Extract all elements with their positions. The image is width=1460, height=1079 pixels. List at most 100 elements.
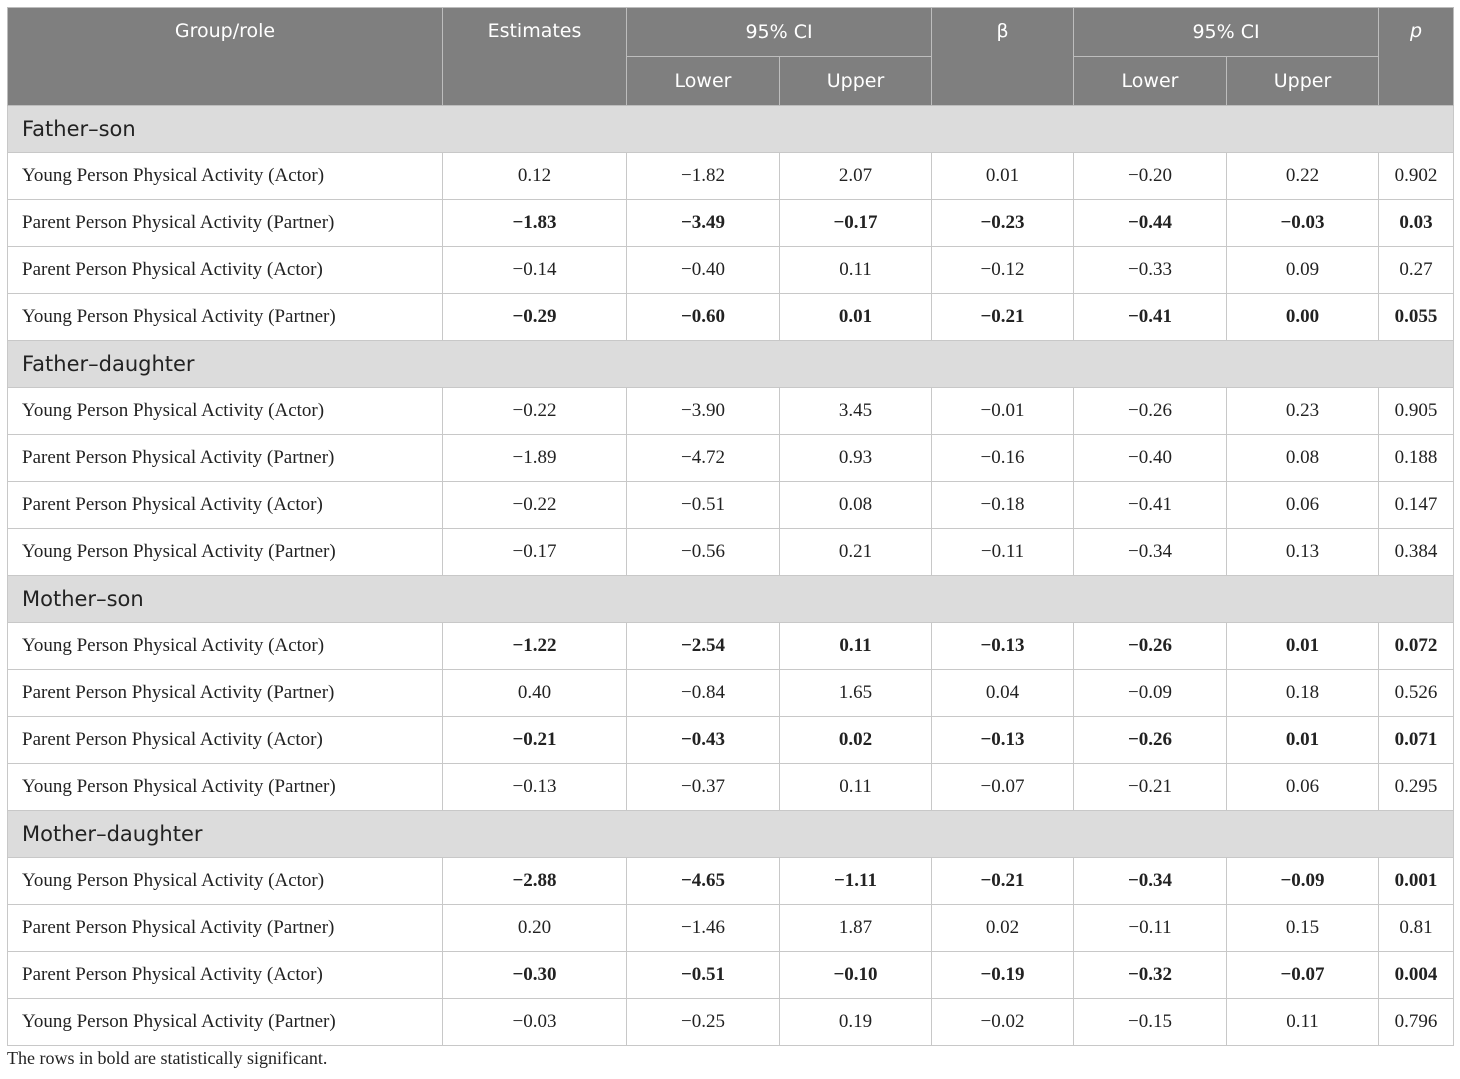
row-label: Parent Person Physical Activity (Actor) xyxy=(7,481,443,529)
row-value: −0.56 xyxy=(626,528,780,576)
row-value: −0.23 xyxy=(931,199,1075,247)
row-value: −0.13 xyxy=(931,622,1075,670)
row-value: 0.902 xyxy=(1378,152,1455,200)
row-value: 0.19 xyxy=(778,998,933,1046)
header-p: p xyxy=(1378,7,1455,106)
row-label: Young Person Physical Activity (Partner) xyxy=(7,998,443,1046)
row-value: 0.071 xyxy=(1378,716,1455,764)
row-value: 0.01 xyxy=(931,152,1075,200)
row-value: 0.11 xyxy=(778,622,933,670)
row-value: 0.06 xyxy=(1226,763,1380,811)
row-value: −0.14 xyxy=(442,246,627,294)
row-value: −0.17 xyxy=(778,199,933,247)
row-value: −0.21 xyxy=(1073,763,1228,811)
row-label: Parent Person Physical Activity (Actor) xyxy=(7,246,443,294)
row-value: 0.15 xyxy=(1226,904,1380,952)
row-value: −0.22 xyxy=(442,481,627,529)
row-value: 0.11 xyxy=(1226,998,1380,1046)
row-value: −0.09 xyxy=(1226,857,1380,905)
row-value: 0.295 xyxy=(1378,763,1455,811)
row-value: −0.13 xyxy=(442,763,627,811)
table-row: Young Person Physical Activity (Actor) −2… xyxy=(7,857,1455,905)
row-value: −0.19 xyxy=(931,951,1075,999)
row-label: Parent Person Physical Activity (Actor) xyxy=(7,951,443,999)
table-row: Young Person Physical Activity (Partner)… xyxy=(7,998,1455,1046)
table-row: Parent Person Physical Activity (Actor) −… xyxy=(7,481,1455,529)
table-row: Parent Person Physical Activity (Partner… xyxy=(7,904,1455,952)
group-label: Father–son xyxy=(6,105,1455,153)
header-lower-estimates: Lower xyxy=(626,56,780,106)
row-value: 0.12 xyxy=(442,152,627,200)
row-value: −0.22 xyxy=(442,387,627,435)
table-row: Young Person Physical Activity (Partner)… xyxy=(7,763,1455,811)
row-value: −1.82 xyxy=(626,152,780,200)
row-value: −0.34 xyxy=(1073,857,1228,905)
row-value: −0.84 xyxy=(626,669,780,717)
row-label: Young Person Physical Activity (Partner) xyxy=(7,528,443,576)
row-value: 0.40 xyxy=(442,669,627,717)
row-value: 0.03 xyxy=(1378,199,1455,247)
row-label: Parent Person Physical Activity (Actor) xyxy=(7,716,443,764)
row-value: 0.004 xyxy=(1378,951,1455,999)
row-value: −2.54 xyxy=(626,622,780,670)
row-value: −0.15 xyxy=(1073,998,1228,1046)
row-value: −0.09 xyxy=(1073,669,1228,717)
row-value: 0.09 xyxy=(1226,246,1380,294)
row-value: 0.18 xyxy=(1226,669,1380,717)
row-value: −0.16 xyxy=(931,434,1075,482)
row-value: −0.20 xyxy=(1073,152,1228,200)
row-value: 0.13 xyxy=(1226,528,1380,576)
row-value: 0.526 xyxy=(1378,669,1455,717)
row-value: −2.88 xyxy=(442,857,627,905)
row-value: −4.65 xyxy=(626,857,780,905)
row-value: −0.21 xyxy=(931,293,1075,341)
row-value: 0.02 xyxy=(931,904,1075,952)
row-value: 0.01 xyxy=(1226,622,1380,670)
row-value: −0.41 xyxy=(1073,293,1228,341)
table-row: Parent Person Physical Activity (Partner… xyxy=(7,199,1455,247)
row-value: −0.18 xyxy=(931,481,1075,529)
row-label: Parent Person Physical Activity (Partner… xyxy=(7,199,443,247)
header-ci-estimates: 95% CI xyxy=(625,7,933,57)
row-value: −0.51 xyxy=(626,951,780,999)
row-value: −0.11 xyxy=(1073,904,1228,952)
row-value: −1.46 xyxy=(626,904,780,952)
group-row: Father–daughter xyxy=(6,340,1455,388)
row-value: −0.44 xyxy=(1073,199,1228,247)
row-value: −0.37 xyxy=(626,763,780,811)
row-value: 1.65 xyxy=(778,669,933,717)
row-label: Parent Person Physical Activity (Partner… xyxy=(7,434,443,482)
table-row: Young Person Physical Activity (Partner)… xyxy=(7,528,1455,576)
header-group-role: Group/role xyxy=(7,7,443,106)
row-value: 0.01 xyxy=(1226,716,1380,764)
row-value: 0.188 xyxy=(1378,434,1455,482)
table-body: Father–son Young Person Physical Activity… xyxy=(6,105,1455,1046)
group-row: Father–son xyxy=(6,105,1455,153)
row-value: −1.11 xyxy=(778,857,933,905)
header-upper-estimates: Upper xyxy=(778,56,933,106)
row-value: −0.26 xyxy=(1073,622,1228,670)
row-value: −0.21 xyxy=(931,857,1075,905)
row-value: 3.45 xyxy=(778,387,933,435)
row-value: 0.384 xyxy=(1378,528,1455,576)
row-value: −0.29 xyxy=(442,293,627,341)
row-value: 1.87 xyxy=(778,904,933,952)
row-value: −1.83 xyxy=(442,199,627,247)
row-value: −3.90 xyxy=(626,387,780,435)
row-value: −0.02 xyxy=(931,998,1075,1046)
header-beta: β xyxy=(931,7,1075,106)
row-value: −0.10 xyxy=(778,951,933,999)
row-value: −0.51 xyxy=(626,481,780,529)
row-value: 0.22 xyxy=(1226,152,1380,200)
row-value: −0.12 xyxy=(931,246,1075,294)
row-value: −1.22 xyxy=(442,622,627,670)
row-value: −0.40 xyxy=(626,246,780,294)
row-label: Young Person Physical Activity (Actor) xyxy=(7,622,443,670)
row-value: 0.21 xyxy=(778,528,933,576)
row-value: 0.796 xyxy=(1378,998,1455,1046)
row-value: 0.001 xyxy=(1378,857,1455,905)
row-value: −0.07 xyxy=(1226,951,1380,999)
row-value: −0.41 xyxy=(1073,481,1228,529)
results-table: Group/role Estimates 95% CI β 95% CI p L… xyxy=(6,7,1455,1046)
header-estimates: Estimates xyxy=(442,7,627,106)
